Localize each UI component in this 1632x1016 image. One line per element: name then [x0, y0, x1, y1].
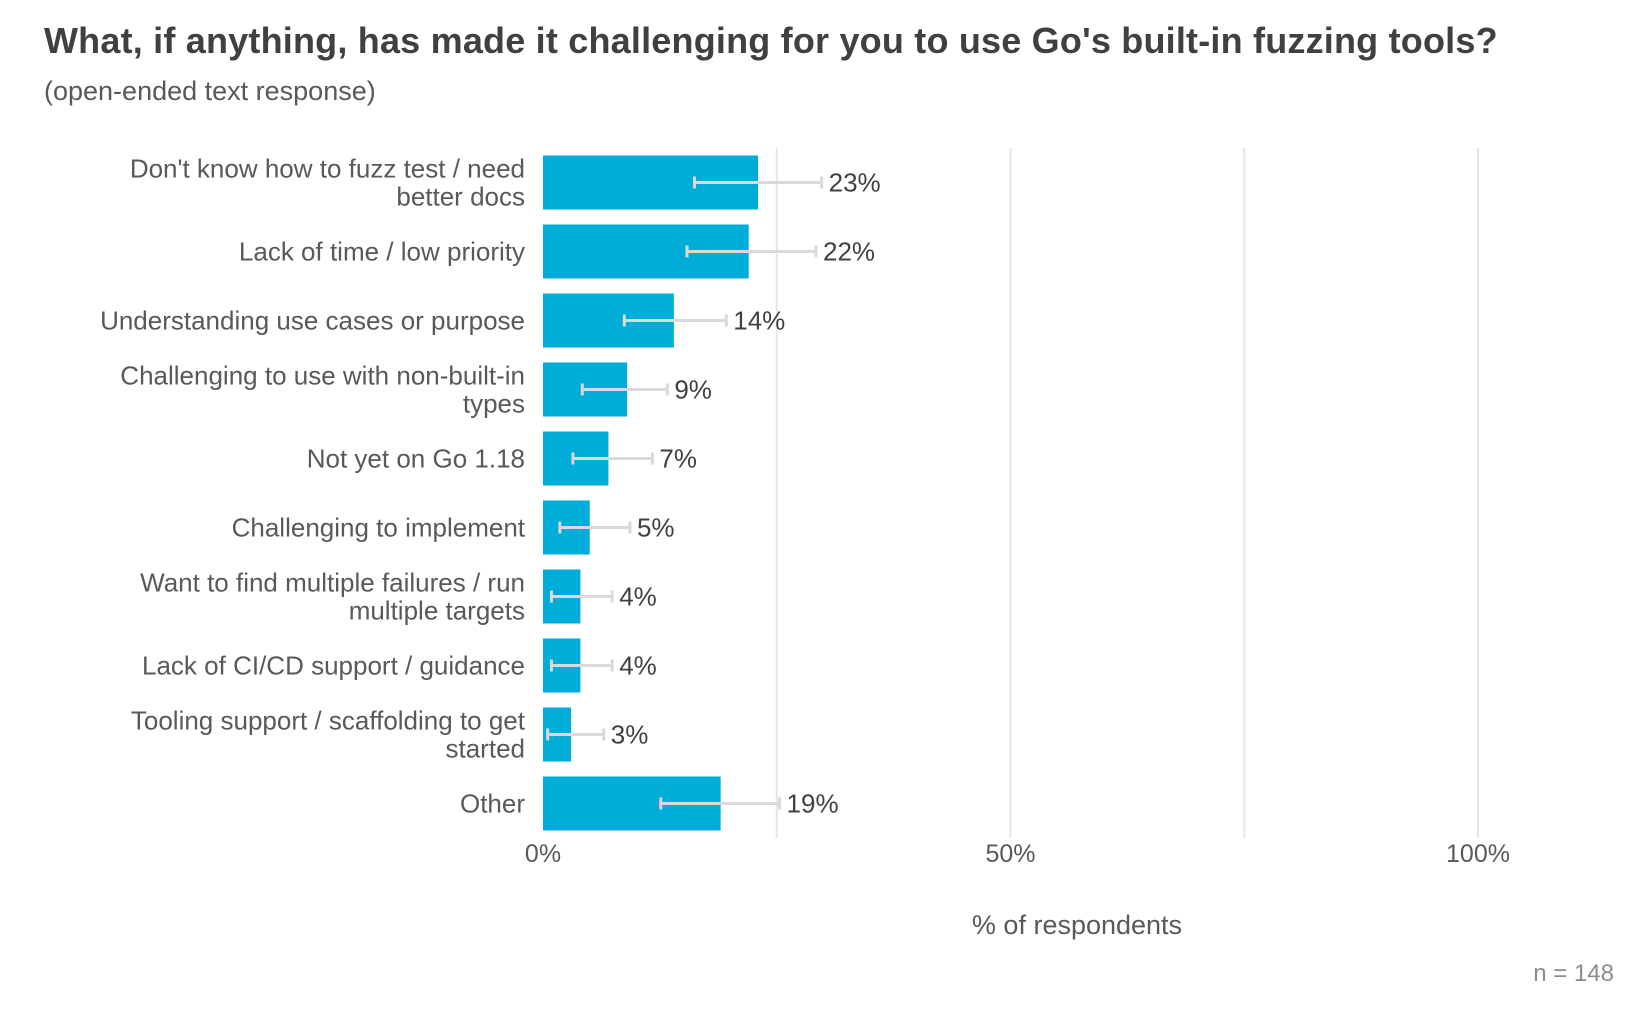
chart-subtitle: (open-ended text response)	[44, 76, 376, 106]
x-tick-0: 0%	[525, 840, 561, 868]
chart-title: What, if anything, has made it challengi…	[44, 20, 1498, 61]
error-bar-1	[685, 245, 818, 258]
value-label-7: 4%	[619, 651, 657, 681]
category-label-9: Other	[460, 789, 525, 819]
error-bar-3	[580, 383, 669, 396]
category-label-line: Tooling support / scaffolding to get	[131, 706, 526, 736]
bars	[543, 155, 759, 831]
x-axis-label: % of respondents	[972, 910, 1182, 940]
value-label-9: 19%	[787, 789, 839, 819]
category-label-line: Understanding use cases or purpose	[100, 306, 525, 336]
category-label-line: started	[446, 734, 526, 764]
category-label-line: multiple targets	[349, 596, 525, 626]
category-label-6: Want to find multiple failures / run mult…	[140, 568, 525, 626]
category-label-line: types	[463, 389, 525, 419]
value-label-1: 22%	[823, 237, 875, 267]
x-tick-labels: 0% 50% 100%	[525, 840, 1510, 868]
category-label-line: Challenging to implement	[232, 513, 526, 543]
grid-lines	[775, 148, 1479, 838]
category-labels: Don't know how to fuzz test / need better…	[100, 154, 526, 819]
category-label-line: Other	[460, 789, 525, 819]
error-bar-4	[571, 452, 654, 465]
value-label-6: 4%	[619, 582, 657, 612]
error-bar-8	[546, 728, 606, 741]
error-bar-2	[622, 314, 728, 327]
value-label-5: 5%	[637, 513, 675, 543]
value-label-8: 3%	[611, 720, 649, 750]
category-label-line: Want to find multiple failures / run	[140, 568, 525, 598]
category-label-7: Lack of CI/CD support / guidance	[142, 651, 525, 681]
category-label-4: Not yet on Go 1.18	[307, 444, 525, 474]
error-bar-0	[692, 176, 824, 189]
x-tick-100: 100%	[1446, 840, 1510, 868]
category-label-1: Lack of time / low priority	[239, 237, 525, 267]
value-label-0: 23%	[829, 168, 881, 198]
value-label-3: 9%	[674, 375, 712, 405]
error-bar-9	[659, 797, 782, 810]
category-label-2: Understanding use cases or purpose	[100, 306, 525, 336]
error-bar-7	[549, 659, 614, 672]
category-label-line: Don't know how to fuzz test / need	[130, 154, 525, 184]
category-label-line: Challenging to use with non-built-in	[120, 361, 525, 391]
category-label-line: Not yet on Go 1.18	[307, 444, 525, 474]
error-bar-5	[558, 521, 632, 534]
category-label-3: Challenging to use with non-built-in type…	[120, 361, 525, 419]
category-label-8: Tooling support / scaffolding to get star…	[131, 706, 526, 764]
category-label-line: Lack of time / low priority	[239, 237, 525, 267]
x-tick-50: 50%	[985, 840, 1035, 868]
category-label-5: Challenging to implement	[232, 513, 526, 543]
value-label-4: 7%	[659, 444, 697, 474]
value-label-2: 14%	[733, 306, 785, 336]
sample-size-label: n = 148	[1533, 960, 1614, 987]
category-label-line: better docs	[396, 182, 525, 212]
error-bars	[546, 176, 824, 810]
category-label-0: Don't know how to fuzz test / need better…	[130, 154, 525, 212]
error-bar-6	[549, 590, 614, 603]
category-label-line: Lack of CI/CD support / guidance	[142, 651, 525, 681]
value-labels: 23% 22% 14% 9% 7% 5% 4% 4% 3% 19%	[611, 168, 881, 819]
